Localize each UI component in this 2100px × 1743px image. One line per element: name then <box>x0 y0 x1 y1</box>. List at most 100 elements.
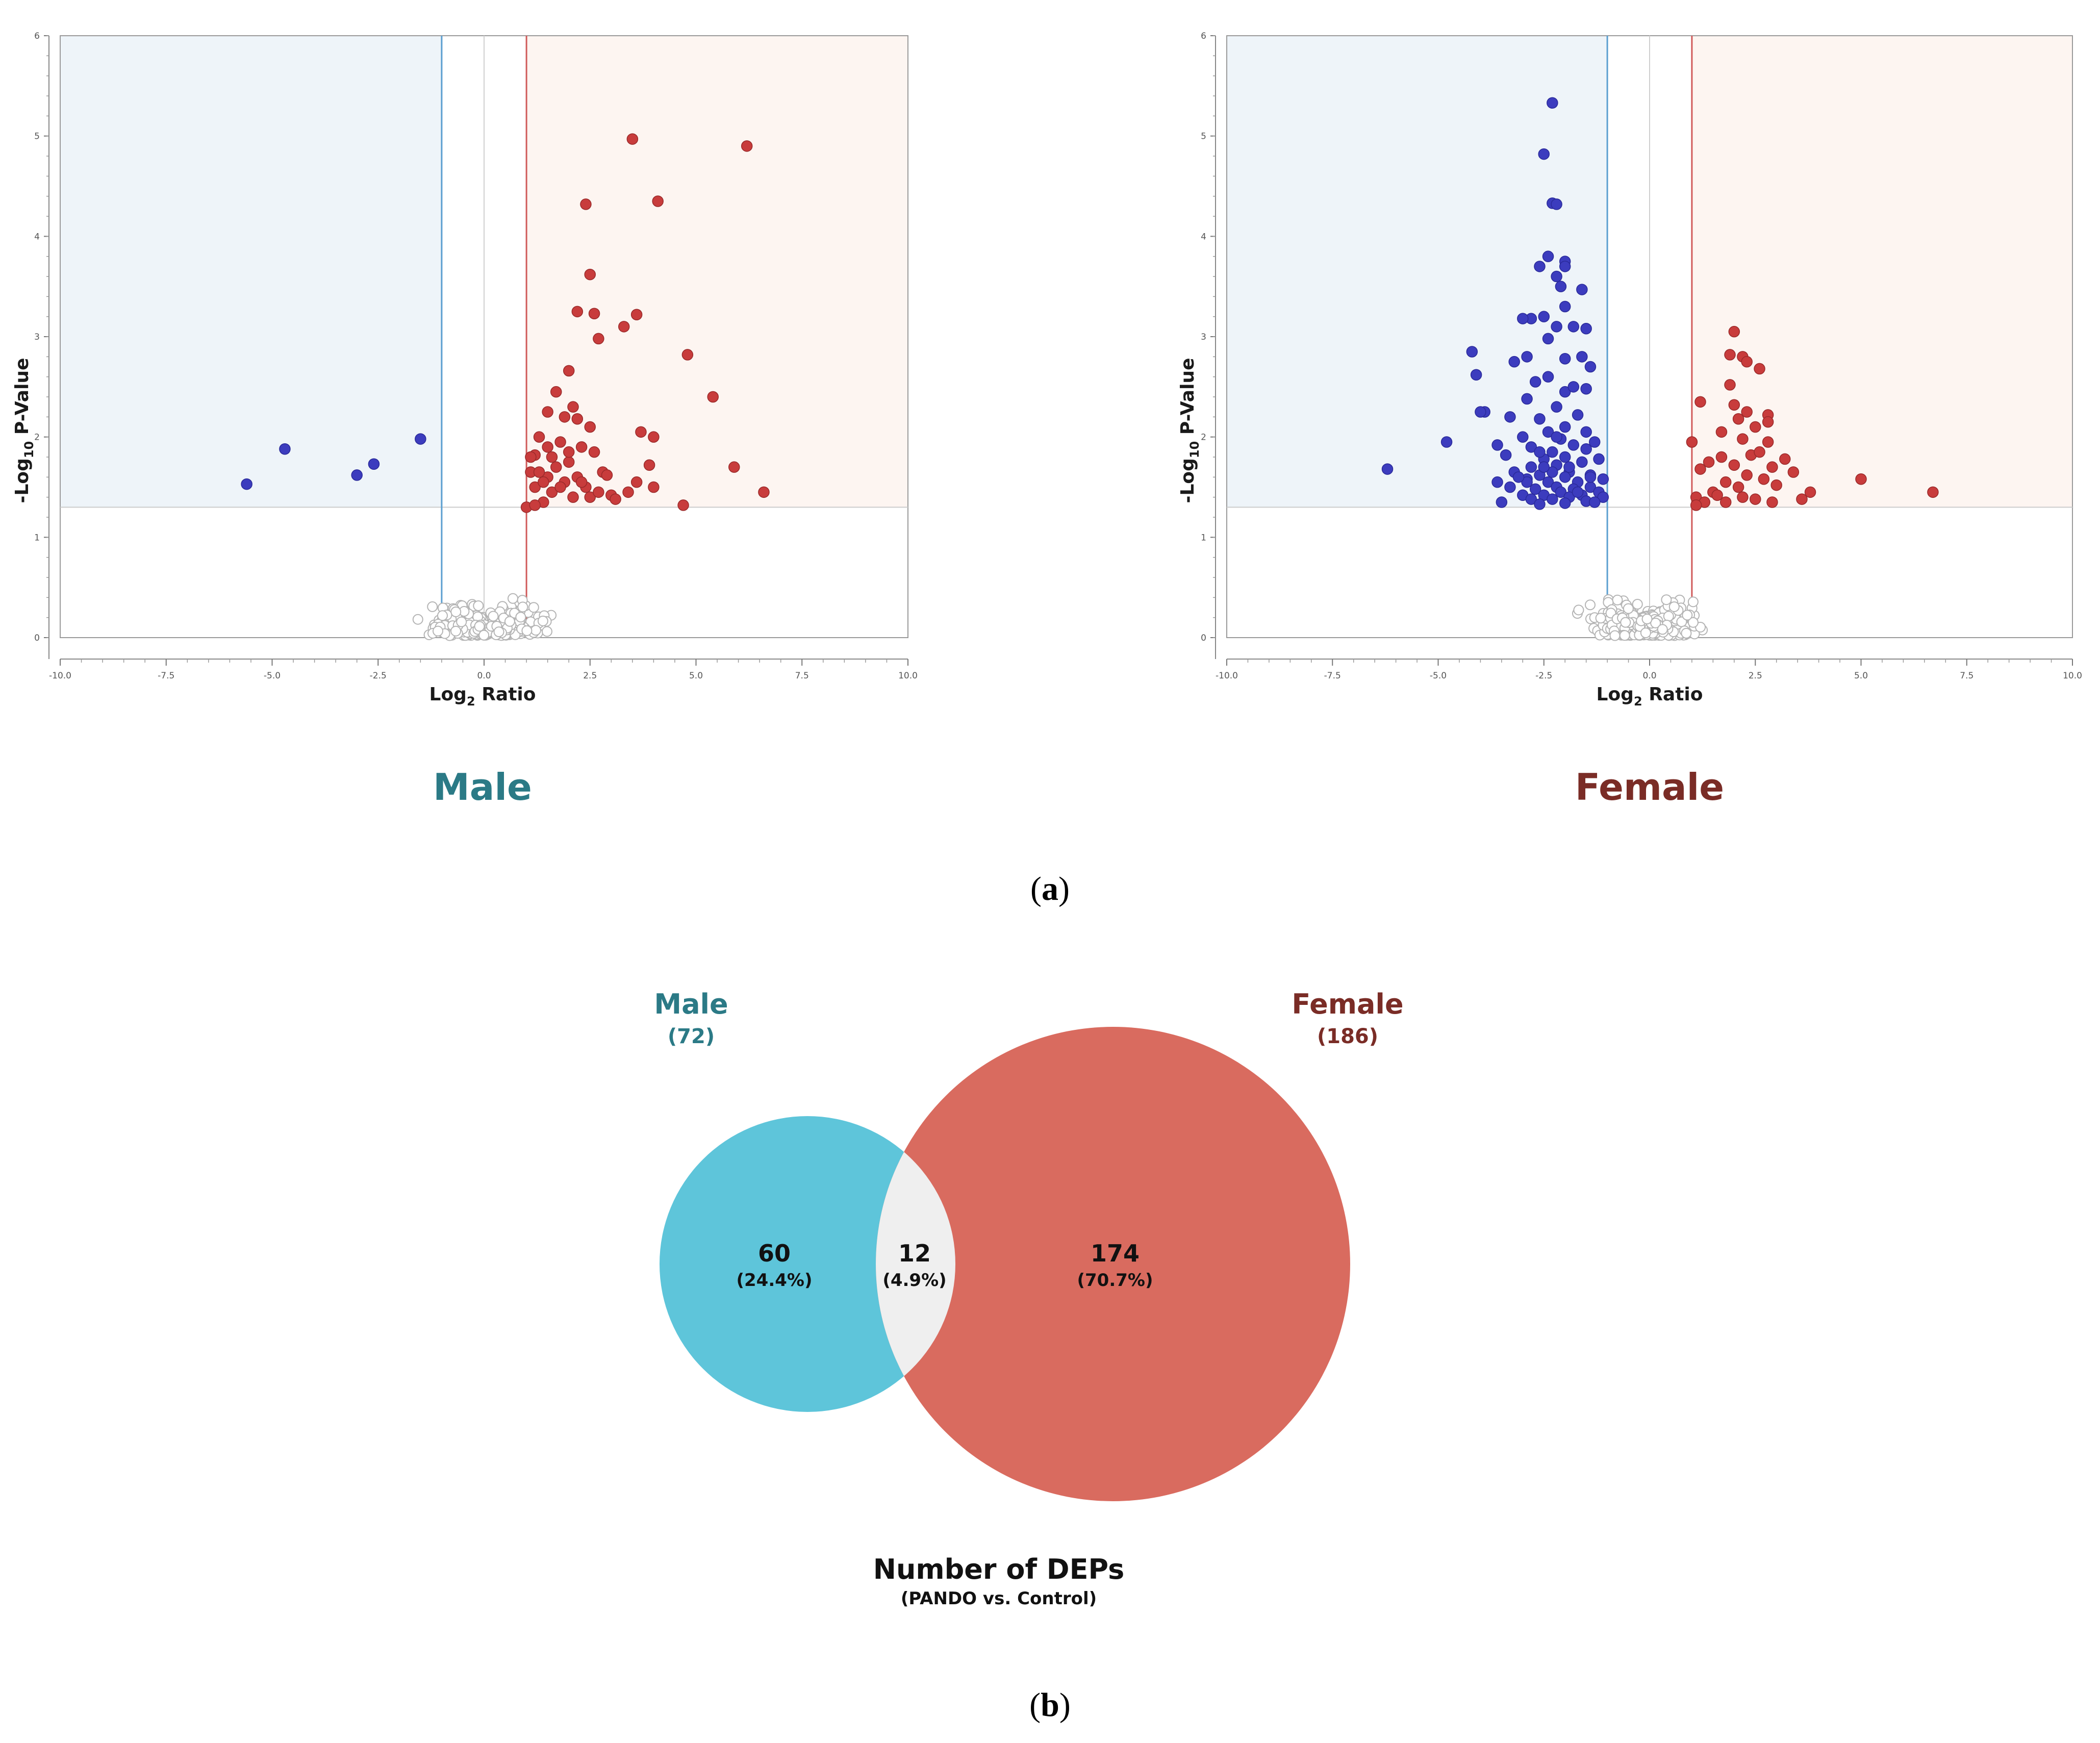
male-y-tick-label: 4 <box>34 232 40 242</box>
female-significant-points <box>1381 97 1939 511</box>
male-point-up <box>533 431 545 443</box>
female-point-down <box>1547 446 1558 458</box>
male-point-up <box>648 481 660 493</box>
female-point-ns <box>1663 611 1674 622</box>
male-point-up <box>580 198 592 210</box>
male-point-up <box>567 491 579 503</box>
female-point-down <box>1525 493 1537 505</box>
female-only-percent: (70.7%) <box>1077 1270 1153 1291</box>
male-x-tick-label: 10.0 <box>898 671 918 681</box>
female-x-tick-label: 7.5 <box>1960 671 1974 681</box>
female-point-up <box>1728 325 1740 338</box>
female-point-down <box>1534 446 1546 458</box>
male-point-ns <box>474 621 485 632</box>
female-set-circle <box>876 1027 1350 1501</box>
female-point-down <box>1508 356 1520 368</box>
female-point-ns <box>1657 624 1668 635</box>
female-point-ns <box>1681 627 1692 639</box>
male-point-ns <box>437 610 448 621</box>
female-y-tick-label: 4 <box>1201 232 1206 242</box>
female-point-down <box>1491 476 1503 488</box>
male-down-region <box>60 36 442 508</box>
male-point-up <box>563 456 575 468</box>
female-point-down <box>1580 383 1592 395</box>
female-point-down <box>1584 471 1597 483</box>
female-point-up <box>1732 413 1744 425</box>
panel-b-label: (b) <box>1029 1686 1071 1724</box>
venn-subtitle: (PANDO vs. Control) <box>901 1588 1097 1609</box>
female-x-tick-label: -2.5 <box>1535 671 1552 681</box>
female-point-up <box>1779 453 1791 465</box>
female-point-ns <box>1668 601 1680 612</box>
female-x-tick-label: -7.5 <box>1324 671 1341 681</box>
male-point-up <box>567 401 579 413</box>
male-point-down <box>241 478 252 490</box>
male-point-up <box>610 493 621 505</box>
female-point-down <box>1529 376 1541 388</box>
female-point-down <box>1504 411 1516 423</box>
female-point-up <box>1741 356 1753 368</box>
male-nonsignificant-points <box>412 593 557 641</box>
overlap-percent: (4.9%) <box>882 1270 946 1291</box>
female-point-up <box>1686 436 1698 448</box>
female-point-down <box>1551 431 1562 443</box>
female-point-down <box>1588 496 1601 508</box>
male-point-up <box>635 426 647 438</box>
male-up-region <box>526 36 908 508</box>
male-point-up <box>525 451 537 463</box>
female-y-tick-label: 3 <box>1201 332 1206 342</box>
male-point-down <box>279 443 291 455</box>
female-point-down <box>1597 473 1609 485</box>
male-only-count: 60 <box>758 1240 791 1267</box>
male-point-up <box>593 333 604 345</box>
female-y-tick-label: 5 <box>1201 132 1206 142</box>
female-set-name: Female <box>1292 988 1403 1020</box>
male-point-up <box>681 349 694 361</box>
female-point-up <box>1724 379 1736 391</box>
male-point-ns <box>530 625 541 636</box>
female-point-down <box>1584 361 1597 373</box>
male-point-up <box>758 486 770 498</box>
panel-a-label: (a) <box>1030 870 1070 907</box>
male-volcano-plot: -10.0 -7.5 -5.0 -2.5 0.0 2.5 5.0 7.5 10.0 0 1 2 3 4 5 6… <box>12 31 918 809</box>
male-point-up <box>601 469 613 481</box>
female-point-ns <box>1620 617 1631 628</box>
female-point-down <box>1534 498 1546 510</box>
female-x-tick-label: 10.0 <box>2063 671 2082 681</box>
male-point-up <box>588 308 600 320</box>
female-point-down <box>1525 461 1537 473</box>
female-point-down <box>1559 497 1571 509</box>
female-point-up <box>1694 463 1706 475</box>
male-point-ns <box>412 614 423 625</box>
male-point-up <box>677 499 689 511</box>
male-point-up <box>630 476 643 488</box>
male-point-up <box>575 476 588 488</box>
male-point-up <box>571 413 584 425</box>
male-point-ns <box>521 625 533 636</box>
female-point-down <box>1576 456 1588 468</box>
female-point-down <box>1496 496 1508 508</box>
female-point-down <box>1521 476 1533 488</box>
female-point-up <box>1715 451 1728 463</box>
female-point-up <box>1724 349 1736 361</box>
female-point-down <box>1538 461 1550 473</box>
male-x-tick-label: -10.0 <box>49 671 71 681</box>
female-point-down <box>1512 471 1525 483</box>
male-point-up <box>563 446 575 458</box>
female-y-tick-label: 1 <box>1201 533 1206 543</box>
female-point-ns <box>1609 630 1621 641</box>
female-point-up <box>1766 496 1778 508</box>
male-significant-points <box>241 133 770 513</box>
female-x-tick-label: -5.0 <box>1430 671 1447 681</box>
female-point-down <box>1542 476 1554 488</box>
male-point-ns <box>473 600 484 611</box>
male-point-ns <box>517 601 528 613</box>
male-point-up <box>584 421 596 433</box>
male-point-ns <box>508 593 519 604</box>
male-y-tick-label: 3 <box>34 332 40 342</box>
female-point-down <box>1534 413 1546 425</box>
female-point-up <box>1732 481 1744 493</box>
male-point-up <box>648 431 660 443</box>
female-y-axis-label: -Log10 P-Value <box>1177 358 1202 503</box>
female-volcano-plot: -10.0 -7.5 -5.0 -2.5 0.0 2.5 5.0 7.5 10.0 0 1 2 3 4 5 6… <box>1177 31 2082 809</box>
